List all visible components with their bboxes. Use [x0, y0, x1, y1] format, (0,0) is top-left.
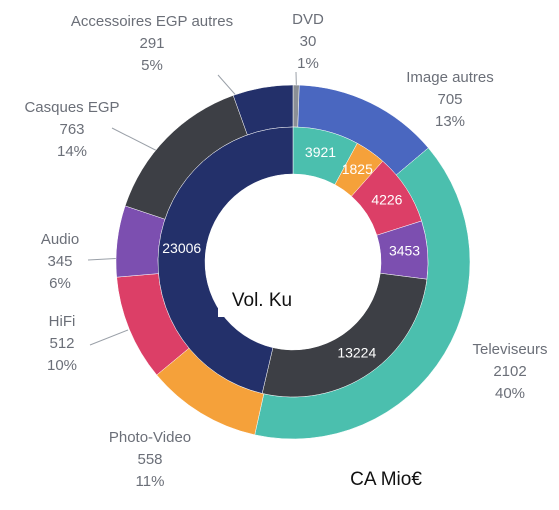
value-label: 705 [437, 91, 462, 108]
outer-ring-name: CA Mio€ [350, 469, 422, 490]
percent-label: 14% [57, 143, 87, 160]
labels: 3921 1825 4226 3453 13224 23006 DVD 30 1% Image a… [24, 11, 547, 490]
category-label: Accessoires EGP autres [71, 13, 233, 30]
value-label: 512 [49, 335, 74, 352]
percent-label: 6% [49, 275, 71, 292]
value-label: 2102 [493, 363, 526, 380]
category-label: Televiseurs [472, 341, 547, 358]
value-label: 3921 [305, 144, 336, 160]
value-label: 23006 [162, 240, 201, 256]
category-label: Audio [41, 231, 79, 248]
category-label: Casques EGP [24, 99, 119, 116]
percent-label: 10% [47, 357, 77, 374]
percent-label: 5% [141, 57, 163, 74]
donut-segment [261, 272, 428, 398]
leader-line [89, 329, 129, 346]
value-label: 558 [137, 451, 162, 468]
category-label: HiFi [49, 313, 76, 330]
value-label: 763 [59, 121, 84, 138]
value-label: 30 [300, 33, 317, 50]
category-label: DVD [292, 11, 324, 28]
category-label: Photo-Video [109, 429, 191, 446]
percent-label: 11% [136, 473, 165, 490]
value-label: 3453 [389, 243, 420, 259]
value-label: 345 [47, 253, 72, 270]
percent-label: 13% [435, 113, 465, 130]
inner-ring-name: Vol. Ku [232, 290, 292, 311]
value-label: 4226 [371, 192, 402, 208]
percent-label: 1% [297, 55, 319, 72]
legend-box [322, 458, 452, 500]
legend-box [218, 285, 320, 317]
category-label: Image autres [406, 69, 494, 86]
value-label: 1825 [342, 161, 373, 177]
value-label: 291 [139, 35, 164, 52]
rings [115, 84, 471, 440]
value-label: 13224 [337, 345, 376, 361]
percent-label: 40% [495, 385, 525, 402]
